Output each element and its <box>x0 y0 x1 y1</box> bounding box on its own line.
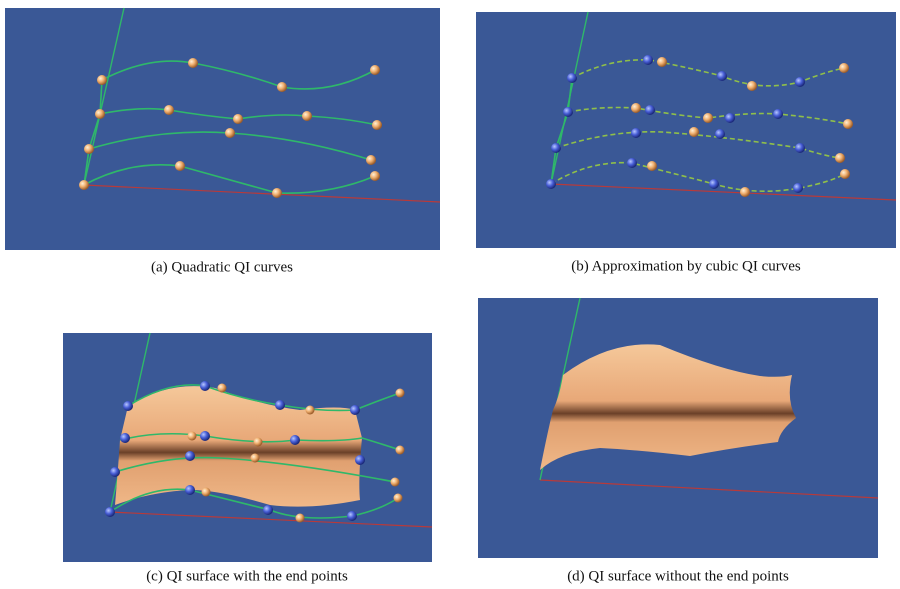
panel-a <box>5 8 440 250</box>
panel-c <box>63 333 432 562</box>
caption: (a) Quadratic QI curves <box>151 259 293 275</box>
panel-b <box>476 12 896 248</box>
caption: (c) QI surface with the end points <box>146 568 348 584</box>
panel-d <box>478 298 878 558</box>
page: {"figure": {"panels": [ {"caption": "(a)… <box>0 0 900 589</box>
caption: (d) QI surface without the end points <box>567 568 789 584</box>
caption: (b) Approximation by cubic QI curves <box>571 258 801 274</box>
figure: (a) Quadratic QI curves (b) Approximatio… <box>0 0 900 589</box>
